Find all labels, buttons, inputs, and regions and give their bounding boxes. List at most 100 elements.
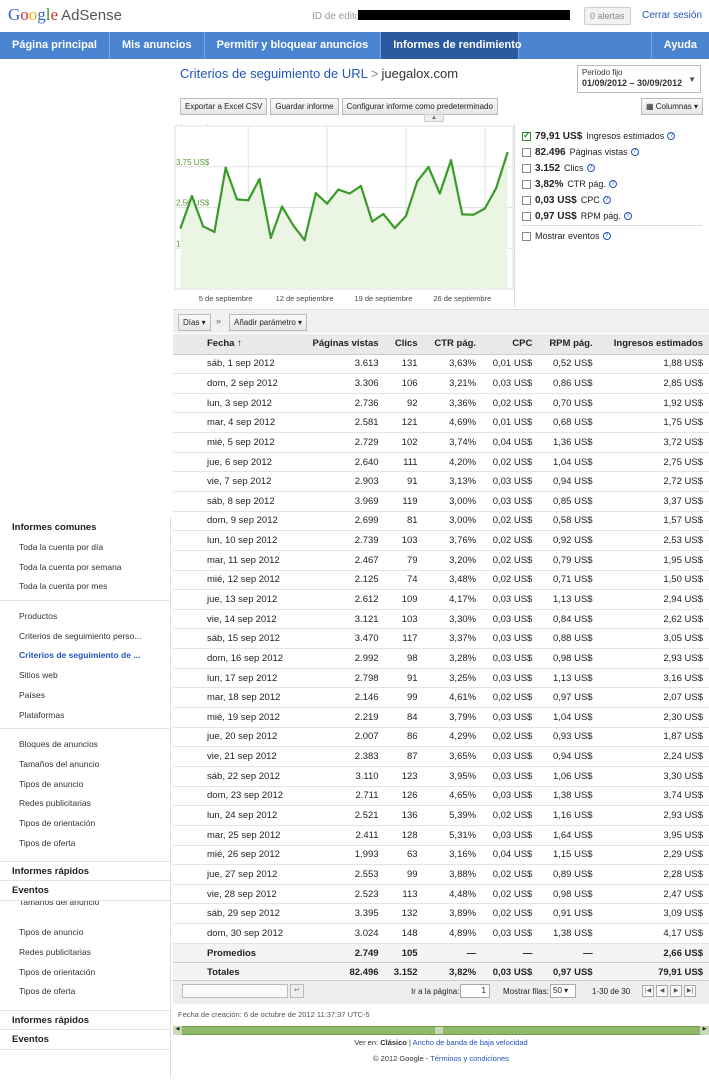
nav-help[interactable]: Ayuda xyxy=(650,32,709,59)
help-icon[interactable]: ? xyxy=(602,196,611,204)
sidebar-heading-common[interactable]: Informes comunes xyxy=(12,522,97,533)
sidebar-item[interactable]: Toda la cuenta por día xyxy=(19,542,104,552)
google-adsense-logo[interactable]: Google AdSense xyxy=(8,5,122,24)
help-icon[interactable]: ? xyxy=(667,132,676,140)
table-cell: dom, 23 sep 2012 xyxy=(173,786,300,807)
table-cell: 1,36 US$ xyxy=(538,432,599,453)
terms-link[interactable]: Términos y condiciones xyxy=(430,1054,509,1063)
table-cell: 2.383 xyxy=(299,746,385,767)
export-csv-button[interactable]: Exportar a Excel CSV xyxy=(180,98,268,115)
sidebar-item[interactable]: Sitios web xyxy=(19,670,58,681)
sidebar-item[interactable]: Productos xyxy=(19,611,58,622)
filter-button[interactable]: ↵ xyxy=(290,984,304,998)
legend-rpm[interactable]: 0,97 US$ RPM pág.? xyxy=(522,208,707,224)
rows-per-page-select[interactable]: 50 ▾ xyxy=(550,984,576,998)
sidebar-item[interactable]: Tipos de orientación xyxy=(19,817,96,828)
sidebar-heading-events[interactable]: Eventos xyxy=(0,881,170,902)
legend-pageviews[interactable]: 82.496 Páginas vistas? xyxy=(522,144,707,160)
help-icon[interactable]: ? xyxy=(602,232,611,240)
help-icon[interactable]: ? xyxy=(586,164,595,172)
show-events-toggle[interactable]: Mostrar eventos? xyxy=(522,231,611,241)
table-cell: Promedios xyxy=(173,943,300,964)
help-icon[interactable]: ? xyxy=(608,180,617,188)
sidebar-item[interactable]: Toda la cuenta por semana xyxy=(19,561,122,572)
scroll-left-icon[interactable]: ◀ xyxy=(173,1026,182,1035)
legend-earnings[interactable]: 79,91 US$Ingresos estimados? xyxy=(522,128,707,144)
checkbox-rpm[interactable] xyxy=(522,211,531,221)
sidebar-item[interactable]: Redes publicitarias xyxy=(19,947,91,957)
nav-my-ads[interactable]: Mis anuncios xyxy=(110,32,205,59)
add-parameter-dropdown[interactable]: Añadir parámetro ▾ xyxy=(229,314,308,331)
sidebar-heading-events[interactable]: Eventos xyxy=(0,1030,170,1051)
table-cell: 2.553 xyxy=(299,864,385,885)
column-header-pageviews[interactable]: Páginas vistas xyxy=(299,334,385,355)
signout-link[interactable]: Cerrar sesión xyxy=(642,10,703,21)
dimension-dropdown[interactable]: Días ▾ xyxy=(178,314,211,331)
table-cell: jue, 6 sep 2012 xyxy=(173,452,300,473)
columns-button[interactable]: ▦ Columnas ▾ xyxy=(641,98,704,115)
checkbox-clicks[interactable] xyxy=(522,163,531,173)
legend-ctr[interactable]: 3,82% CTR pág.? xyxy=(522,176,707,192)
checkbox-pageviews[interactable] xyxy=(522,147,531,157)
legend-cpc[interactable]: 0,03 US$ CPC? xyxy=(522,192,707,208)
sidebar-item[interactable]: Criterios de seguimiento perso... xyxy=(19,630,142,641)
scroll-right-icon[interactable]: ▶ xyxy=(700,1026,709,1035)
scroll-grip[interactable] xyxy=(435,1027,443,1034)
table-cell: 1,06 US$ xyxy=(538,766,599,787)
data-point xyxy=(280,205,284,208)
collapse-chart-handle[interactable]: ▲ xyxy=(424,114,444,122)
date-range-picker[interactable]: Período fijo 01/09/2012 – 30/09/2012 ▼ xyxy=(577,65,701,93)
save-report-button[interactable]: Guardar informe xyxy=(270,98,339,115)
checkbox-ctr[interactable] xyxy=(522,179,531,189)
first-page-icon[interactable]: |◀ xyxy=(642,985,654,997)
nav-allow-block[interactable]: Permitir y bloquear anuncios xyxy=(205,32,382,59)
nav-performance-reports[interactable]: Informes de rendimiento xyxy=(381,32,522,59)
prev-page-icon[interactable]: ◀ xyxy=(656,985,668,997)
table-cell: mié, 19 sep 2012 xyxy=(173,707,300,728)
view-classic-link[interactable]: Clásico xyxy=(380,1038,407,1047)
checkbox-show-events[interactable] xyxy=(522,231,531,241)
sidebar-heading-quick[interactable]: Informes rápidos xyxy=(0,861,170,882)
sidebar-heading-quick[interactable]: Informes rápidos xyxy=(0,1010,170,1031)
last-page-icon[interactable]: ▶| xyxy=(684,985,696,997)
checkbox-cpc[interactable] xyxy=(522,195,531,205)
column-header-rpm[interactable]: RPM pág. xyxy=(538,334,599,355)
help-icon[interactable]: ? xyxy=(630,148,639,156)
sidebar-item[interactable]: Tipos de orientación xyxy=(19,966,96,977)
sidebar-item[interactable]: Tamaños del anuncio xyxy=(19,901,100,908)
nav-home[interactable]: Página principal xyxy=(0,32,110,59)
sidebar-item[interactable]: Tamaños del anuncio xyxy=(19,758,100,769)
set-default-button[interactable]: Configurar informe como predeterminado xyxy=(341,98,498,115)
column-header-earnings[interactable]: Ingresos estimados xyxy=(598,334,709,355)
sidebar-item[interactable]: Toda la cuenta por mes xyxy=(19,581,108,592)
view-lowband-link[interactable]: Ancho de banda de baja velocidad xyxy=(412,1038,528,1047)
column-header-date[interactable]: Fecha ↑ xyxy=(173,334,300,355)
chevron-down-icon: ▾ xyxy=(295,318,303,327)
checkbox-earnings[interactable] xyxy=(522,130,531,141)
table-cell: 3,65% xyxy=(423,746,483,767)
table-cell: 0,03 US$ xyxy=(482,746,539,767)
table-cell: 1,64 US$ xyxy=(538,825,599,846)
sidebar-item[interactable]: Países xyxy=(19,689,45,700)
series-line xyxy=(179,152,509,242)
data-point xyxy=(235,198,239,201)
table-cell: 5,39% xyxy=(423,805,483,826)
help-icon[interactable]: ? xyxy=(623,212,632,220)
breadcrumb-parent[interactable]: Criterios de seguimiento de URL xyxy=(180,66,368,81)
column-header-cpc[interactable]: CPC xyxy=(482,334,539,355)
sidebar-item[interactable]: Redes publicitarias xyxy=(19,798,91,809)
filter-input[interactable] xyxy=(182,984,288,998)
column-header-ctr[interactable]: CTR pág. xyxy=(423,334,483,355)
sidebar-item-active[interactable]: Criterios de seguimiento de ... xyxy=(19,650,141,661)
sidebar-item[interactable]: Tipos de oferta xyxy=(19,986,76,997)
next-page-icon[interactable]: ▶ xyxy=(670,985,682,997)
sidebar-item[interactable]: Tipos de anuncio xyxy=(19,778,84,789)
sidebar-item[interactable]: Tipos de oferta xyxy=(19,837,76,848)
goto-page-input[interactable]: 1 xyxy=(460,984,490,998)
legend-clicks[interactable]: 3.152 Clics? xyxy=(522,160,707,176)
sidebar-item[interactable]: Plataformas xyxy=(19,709,65,720)
sidebar-item[interactable]: Tipos de anuncio xyxy=(19,927,84,938)
sidebar-item[interactable]: Bloques de anuncios xyxy=(19,739,98,750)
alerts-button[interactable]: 0 alertas xyxy=(584,7,631,25)
column-header-clicks[interactable]: Clics xyxy=(384,334,424,355)
